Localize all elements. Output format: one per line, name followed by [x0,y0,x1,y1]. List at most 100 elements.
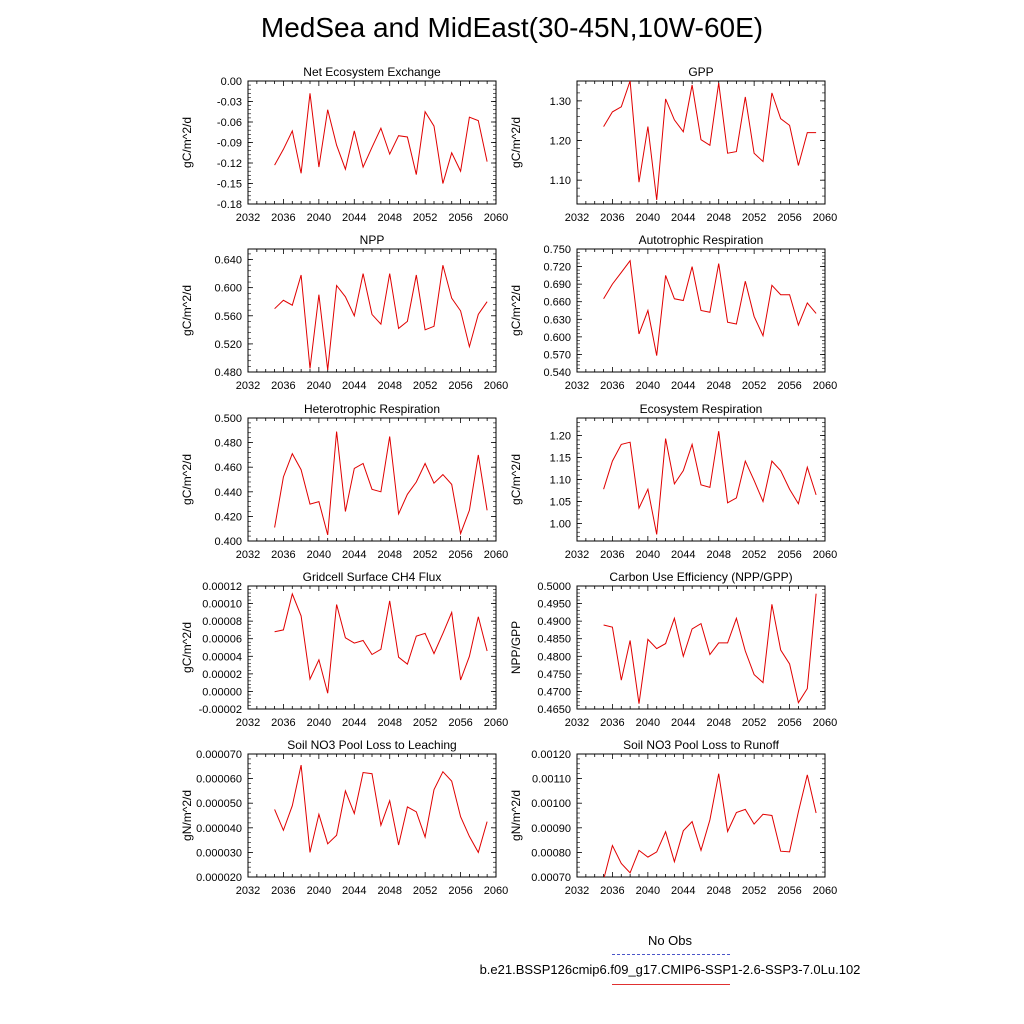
x-tick-label: 2040 [636,885,660,897]
x-tick-label: 2048 [377,380,401,392]
y-tick-label: 0.00002 [202,669,242,681]
x-tick-label: 2048 [706,549,730,561]
y-tick-label: 1.10 [550,175,571,187]
x-tick-label: 2032 [236,380,260,392]
y-tick-label: 0.660 [543,297,571,309]
x-tick-label: 2032 [236,549,260,561]
y-tick-label: 0.630 [543,314,571,326]
y-axis-label: gC/m^2/d [509,285,523,336]
x-tick-label: 2052 [742,380,766,392]
plot-frame [576,585,826,710]
plot-frame [247,585,497,710]
chart-panel-2: GPP gC/m^2/d 2032 2036 2040 2044 2048 2052 2056 2… [509,65,837,224]
y-tick-label: 0.500 [214,413,242,425]
x-tick-label: 2048 [706,885,730,897]
x-tick-label: 2032 [236,717,260,729]
y-tick-label: 0.480 [214,438,242,450]
panel-title: Gridcell Surface CH4 Flux [303,570,442,584]
main-title: MedSea and MidEast(30-45N,10W-60E) [260,12,764,43]
y-tick-label: 0.00070 [531,872,571,884]
x-tick-label: 2036 [271,885,295,897]
chart-panel-8: Carbon Use Efficiency (NPP/GPP) NPP/GPP 20… [509,570,837,729]
y-axis-label: gC/m^2/d [180,454,194,505]
y-tick-label: 0.00008 [202,616,242,628]
x-tick-label: 2056 [448,212,472,224]
x-tick-label: 2052 [742,885,766,897]
y-tick-label: 0.00 [221,76,242,88]
y-tick-label: -0.18 [217,199,242,211]
legend-obs-label: No Obs [647,933,693,948]
x-tick-label: 2056 [448,549,472,561]
x-tick-label: 2048 [706,212,730,224]
y-tick-label: 1.00 [550,518,571,530]
y-tick-label: 0.750 [543,244,571,256]
x-tick-label: 2032 [236,212,260,224]
plot-frame [247,753,497,878]
x-tick-label: 2036 [271,717,295,729]
panel-title: Carbon Use Efficiency (NPP/GPP) [609,570,792,584]
x-tick-label: 2052 [742,212,766,224]
x-tick-label: 2036 [271,380,295,392]
plot-frame [247,80,497,205]
x-tick-label: 2052 [413,717,437,729]
x-tick-label: 2044 [671,212,695,224]
x-tick-label: 2044 [671,549,695,561]
y-tick-label: 0.4800 [537,651,571,663]
x-tick-label: 2060 [813,549,837,561]
x-tick-label: 2048 [377,549,401,561]
y-axis-label: gC/m^2/d [509,117,523,168]
y-tick-label: 1.10 [550,475,571,487]
y-tick-label: 1.15 [550,453,571,465]
x-tick-label: 2044 [342,549,366,561]
panel-title: Soil NO3 Pool Loss to Leaching [287,738,456,752]
x-tick-label: 2036 [600,380,624,392]
panel-title: GPP [688,65,713,79]
y-tick-label: 0.4900 [537,616,571,628]
x-tick-label: 2044 [342,885,366,897]
x-tick-label: 2040 [307,549,331,561]
x-tick-label: 2048 [706,380,730,392]
x-tick-label: 2060 [813,717,837,729]
y-tick-label: 0.000030 [196,847,242,859]
panel-title: Net Ecosystem Exchange [303,65,441,79]
y-tick-label: 0.000040 [196,823,242,835]
chart-panel-1: Net Ecosystem Exchange gC/m^2/d 2032 2036 20… [180,65,508,224]
x-tick-label: 2044 [671,717,695,729]
y-tick-label: 0.00080 [531,847,571,859]
y-tick-label: 1.20 [550,136,571,148]
x-tick-label: 2056 [777,885,801,897]
x-tick-label: 2056 [448,717,472,729]
y-tick-label: 0.400 [214,536,242,548]
x-tick-label: 2032 [236,885,260,897]
y-tick-label: 0.000050 [196,798,242,810]
x-tick-label: 2032 [565,885,589,897]
x-tick-label: 2060 [484,717,508,729]
x-tick-label: 2032 [565,549,589,561]
y-tick-label: -0.03 [217,97,242,109]
y-axis-label: gC/m^2/d [180,622,194,673]
y-tick-label: 0.00004 [202,651,242,663]
y-tick-label: 0.000060 [196,774,242,786]
x-tick-label: 2048 [377,212,401,224]
x-tick-label: 2036 [600,549,624,561]
x-tick-label: 2044 [342,380,366,392]
y-tick-label: 0.00006 [202,634,242,646]
y-tick-label: 0.00000 [202,686,242,698]
y-tick-label: 0.4950 [537,599,571,611]
chart-panel-4: Autotrophic Respiration gC/m^2/d 2032 2036 2… [509,233,837,392]
y-tick-label: 0.00010 [202,599,242,611]
x-tick-label: 2048 [377,885,401,897]
y-axis-label: gN/m^2/d [180,790,194,841]
panel-title: Autotrophic Respiration [639,233,764,247]
x-tick-label: 2060 [813,380,837,392]
x-tick-label: 2032 [565,380,589,392]
y-tick-label: 0.00012 [202,581,242,593]
x-tick-label: 2048 [377,717,401,729]
y-tick-label: 0.00120 [531,749,571,761]
y-tick-label: 0.5000 [537,581,571,593]
x-tick-label: 2056 [448,885,472,897]
x-tick-label: 2044 [671,380,695,392]
plot-frame [576,80,826,205]
x-tick-label: 2032 [565,717,589,729]
y-tick-label: -0.12 [217,158,242,170]
